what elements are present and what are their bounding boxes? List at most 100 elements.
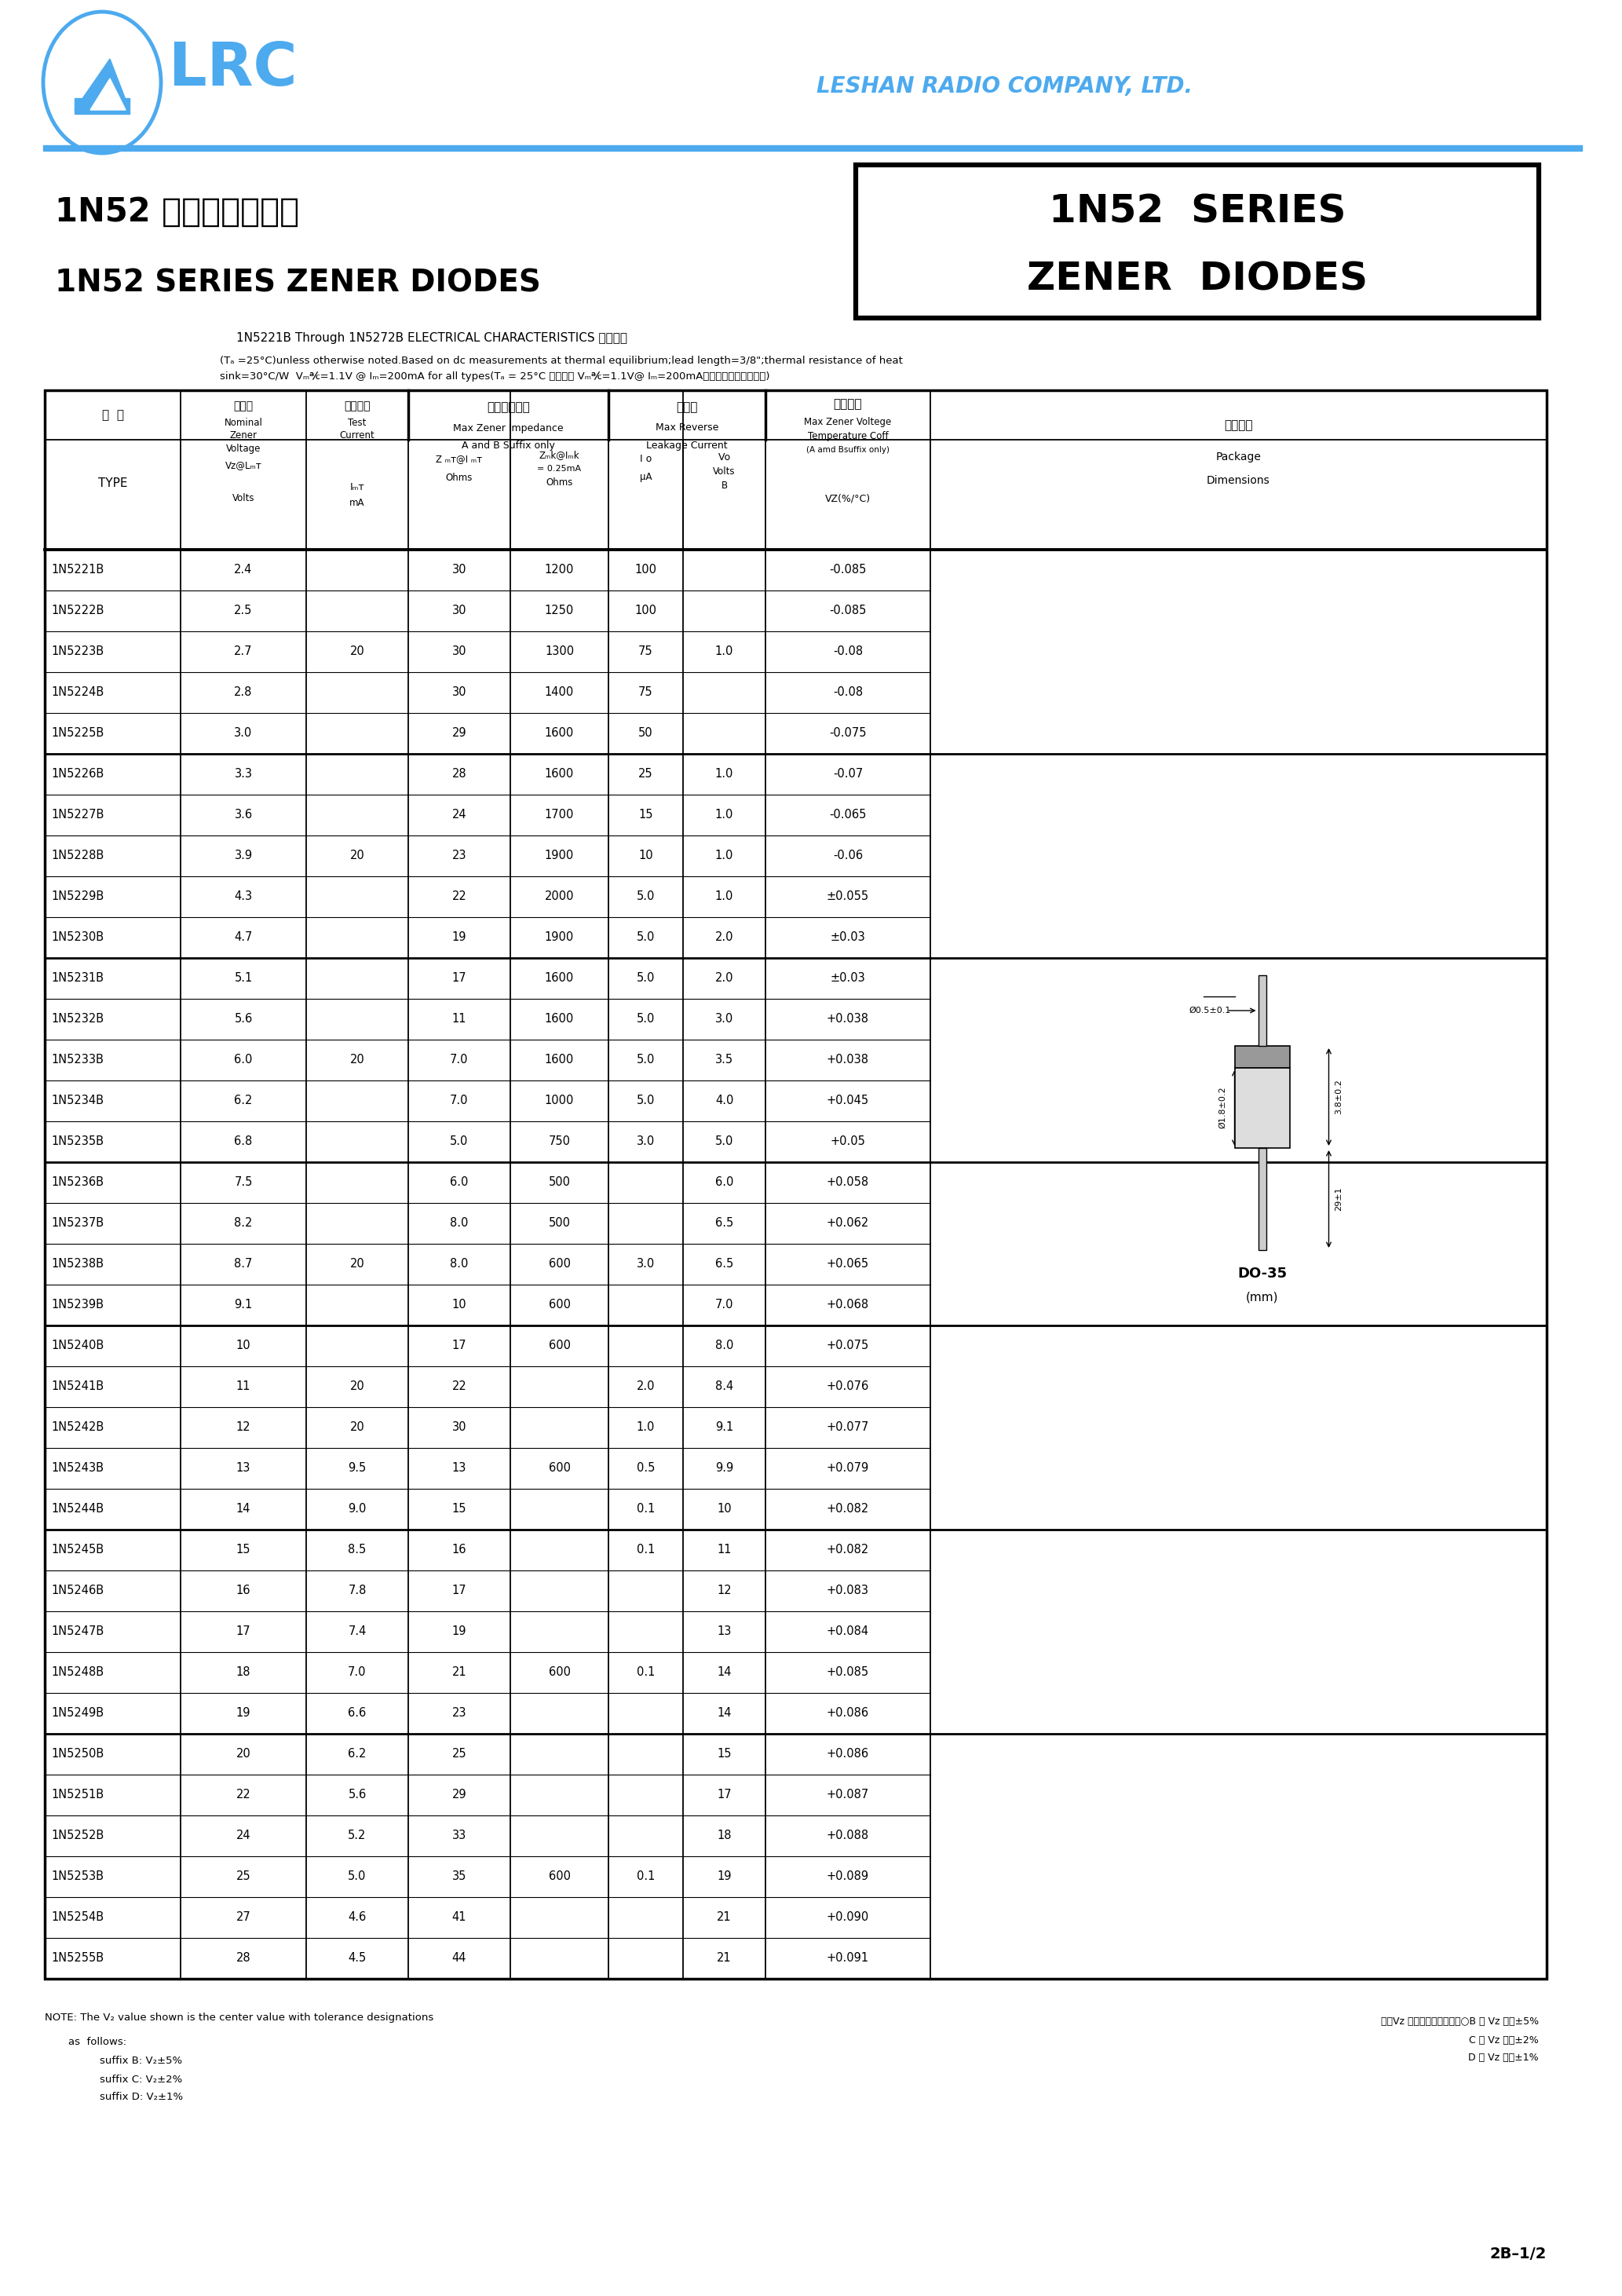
Text: 600: 600 [548,1341,571,1352]
Text: 11: 11 [453,1013,467,1024]
Text: 1700: 1700 [545,808,574,822]
Text: 1N52 SERIES ZENER DIODES: 1N52 SERIES ZENER DIODES [55,269,540,298]
Text: 25: 25 [453,1747,467,1761]
Text: +0.076: +0.076 [827,1380,869,1394]
Text: 7.0: 7.0 [349,1667,367,1678]
Text: 1N5254B: 1N5254B [50,1913,104,1924]
Text: 19: 19 [717,1871,732,1883]
Text: 1N5246B: 1N5246B [50,1584,104,1596]
Text: +0.058: +0.058 [827,1176,869,1189]
Text: 25: 25 [237,1871,251,1883]
Text: 1600: 1600 [545,974,574,985]
Text: 温度系数: 温度系数 [834,400,863,411]
Text: 500: 500 [548,1176,571,1189]
Text: 17: 17 [453,974,467,985]
Text: 1.0: 1.0 [715,769,733,781]
Text: 2.0: 2.0 [636,1380,655,1394]
Text: +0.082: +0.082 [827,1504,869,1515]
Text: A and B Suffix only: A and B Suffix only [462,441,555,450]
Text: 4.5: 4.5 [349,1952,367,1965]
Text: DO-35: DO-35 [1238,1267,1286,1281]
Text: +0.05: +0.05 [830,1137,866,1148]
Text: 14: 14 [237,1504,251,1515]
Bar [44,145,1581,152]
Polygon shape [91,78,125,110]
Text: 16: 16 [237,1584,251,1596]
Text: 13: 13 [453,1463,467,1474]
Polygon shape [75,60,130,110]
Text: -0.065: -0.065 [829,808,866,822]
Text: 13: 13 [237,1463,250,1474]
Text: 1N5253B: 1N5253B [50,1871,104,1883]
Text: 29: 29 [453,728,467,739]
Text: 4.3: 4.3 [234,891,253,902]
Text: 1N5227B: 1N5227B [50,808,104,822]
Text: 30: 30 [453,645,467,657]
Text: 3.0: 3.0 [234,728,253,739]
Text: 16: 16 [453,1545,467,1557]
Text: 0.5: 0.5 [636,1463,655,1474]
Text: 9.1: 9.1 [715,1421,733,1433]
Text: LESHAN RADIO COMPANY, LTD.: LESHAN RADIO COMPANY, LTD. [816,76,1192,96]
Text: 1N5238B: 1N5238B [50,1258,104,1270]
Text: +0.086: +0.086 [827,1747,869,1761]
Bar [856,165,1539,319]
Text: 8.0: 8.0 [449,1217,469,1228]
Text: D 型 Vz 容差±1%: D 型 Vz 容差±1% [1468,2053,1539,2064]
Text: 8.2: 8.2 [234,1217,253,1228]
Text: 0.1: 0.1 [636,1504,655,1515]
Text: 6.5: 6.5 [715,1258,733,1270]
Text: 1N5239B: 1N5239B [50,1300,104,1311]
Text: 30: 30 [453,687,467,698]
Text: = 0.25mA: = 0.25mA [537,464,581,473]
Text: 21: 21 [717,1913,732,1924]
Text: Leakage Current: Leakage Current [646,441,728,450]
Text: 10: 10 [717,1504,732,1515]
Text: +0.045: +0.045 [827,1095,869,1107]
Bar [1234,1068,1289,1148]
Text: 10: 10 [237,1341,251,1352]
Text: Iₘᴛ: Iₘᴛ [350,482,365,491]
Text: 测试电流: 测试电流 [344,400,370,411]
Text: Current: Current [339,432,375,441]
Text: 1N5250B: 1N5250B [50,1747,104,1761]
Text: 600: 600 [548,1300,571,1311]
Text: +0.087: +0.087 [827,1789,869,1800]
Text: 9.0: 9.0 [349,1504,367,1515]
Text: 6.0: 6.0 [234,1054,253,1065]
Text: 9.9: 9.9 [715,1463,733,1474]
Text: 1N5235B: 1N5235B [50,1137,104,1148]
Text: 1.0: 1.0 [715,645,733,657]
Text: 44: 44 [453,1952,467,1965]
Text: 35: 35 [453,1871,467,1883]
Text: 15: 15 [453,1504,467,1515]
Text: 1N5225B: 1N5225B [50,728,104,739]
Text: 3.3: 3.3 [234,769,253,781]
Text: 5.0: 5.0 [636,974,655,985]
Text: 1N5226B: 1N5226B [50,769,104,781]
Text: 1N5244B: 1N5244B [50,1504,104,1515]
Text: +0.084: +0.084 [827,1626,869,1637]
Text: 14: 14 [717,1708,732,1720]
Text: Ohms: Ohms [446,473,472,482]
Text: 5.0: 5.0 [449,1137,469,1148]
Text: 1300: 1300 [545,645,574,657]
Text: 1N5242B: 1N5242B [50,1421,104,1433]
Text: 3.8±0.2: 3.8±0.2 [1335,1079,1343,1114]
Text: 最大动态阻抗: 最大动态阻抗 [487,402,530,413]
Text: 1N5232B: 1N5232B [50,1013,104,1024]
Text: +0.075: +0.075 [827,1341,869,1352]
Bar [1259,1148,1265,1249]
Text: 1.0: 1.0 [636,1421,655,1433]
Text: 1N5255B: 1N5255B [50,1952,104,1965]
Text: -0.08: -0.08 [834,687,863,698]
Text: 1N5236B: 1N5236B [50,1176,104,1189]
Text: 4.0: 4.0 [715,1095,733,1107]
Text: 25: 25 [639,769,654,781]
Text: Max Zener Voltege: Max Zener Voltege [805,416,892,427]
Text: 1.0: 1.0 [715,808,733,822]
Text: +0.077: +0.077 [827,1421,869,1433]
Text: Ø0.5±0.1: Ø0.5±0.1 [1189,1006,1231,1015]
Text: 10: 10 [639,850,654,861]
Text: 12: 12 [237,1421,251,1433]
